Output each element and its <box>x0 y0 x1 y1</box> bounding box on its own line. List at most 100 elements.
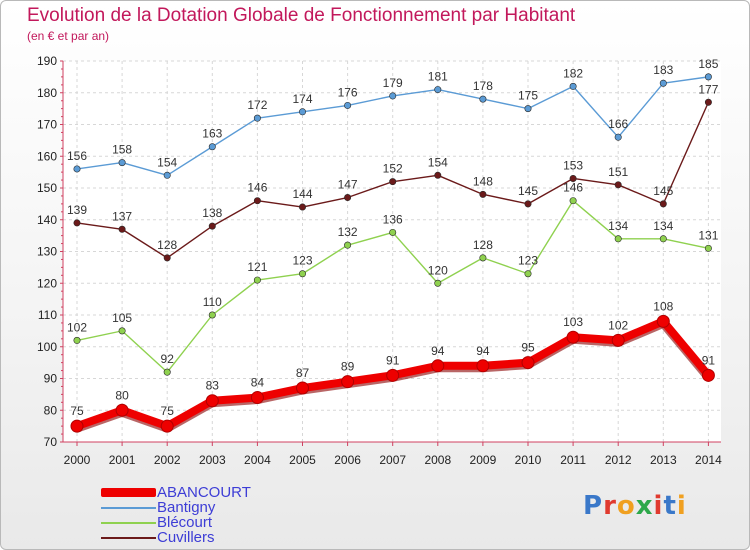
data-point-cuvillers <box>569 174 577 182</box>
data-label-abancourt: 94 <box>431 344 445 358</box>
data-point-bantigny <box>344 101 352 109</box>
data-point-cuvillers <box>389 178 397 186</box>
logo-letter: i <box>653 491 664 521</box>
data-point-bantigny <box>298 108 306 116</box>
data-point-abancourt <box>566 330 580 344</box>
data-point-blecourt <box>344 241 352 249</box>
data-label-blecourt: 131 <box>698 228 718 242</box>
y-tick-label: 120 <box>37 276 57 290</box>
data-point-bantigny <box>659 79 667 87</box>
legend-swatch-abancourt <box>101 488 156 497</box>
data-point-cuvillers <box>614 181 622 189</box>
data-label-abancourt: 87 <box>296 366 310 380</box>
data-label-abancourt: 89 <box>341 360 355 374</box>
x-tick-label: 2006 <box>334 453 361 467</box>
data-point-abancourt <box>296 381 309 395</box>
y-tick-label: 70 <box>44 435 58 449</box>
data-label-bantigny: 156 <box>67 149 87 163</box>
data-point-cuvillers <box>253 197 261 205</box>
data-label-blecourt: 128 <box>473 238 493 252</box>
data-point-blecourt <box>704 244 712 252</box>
data-point-cuvillers <box>524 200 532 208</box>
y-tick-label: 160 <box>37 149 57 163</box>
x-tick-label: 2011 <box>560 453 586 467</box>
data-point-blecourt <box>479 254 487 262</box>
legend-swatch-blecourt <box>101 522 156 524</box>
data-point-blecourt <box>524 270 532 278</box>
data-label-abancourt: 75 <box>161 404 175 418</box>
data-label-bantigny: 154 <box>157 155 177 169</box>
data-point-bantigny <box>704 73 712 81</box>
data-label-bantigny: 163 <box>202 127 222 141</box>
data-label-cuvillers: 153 <box>563 158 583 172</box>
data-point-abancourt <box>205 394 219 408</box>
data-point-abancourt <box>476 359 490 373</box>
data-label-blecourt: 123 <box>518 254 538 268</box>
legend-label-abancourt: ABANCOURT <box>157 484 251 501</box>
data-point-cuvillers <box>118 225 126 233</box>
data-label-blecourt: 92 <box>161 352 175 366</box>
data-label-blecourt: 134 <box>653 219 673 233</box>
data-label-abancourt: 94 <box>476 344 490 358</box>
data-point-bantigny <box>524 105 532 113</box>
logo-letter: r <box>603 491 617 521</box>
data-label-abancourt: 84 <box>251 376 265 390</box>
data-label-blecourt: 120 <box>428 263 448 277</box>
chart-title: Evolution de la Dotation Globale de Fonc… <box>27 5 576 26</box>
x-tick-label: 2010 <box>515 453 542 467</box>
y-tick-label: 80 <box>44 403 58 417</box>
data-label-abancourt: 91 <box>386 353 400 367</box>
data-label-cuvillers: 139 <box>67 203 87 217</box>
y-tick-label: 140 <box>37 213 57 227</box>
data-point-bantigny <box>163 171 171 179</box>
x-tick-label: 2013 <box>650 453 677 467</box>
y-tick-label: 130 <box>37 245 57 259</box>
data-label-blecourt: 146 <box>563 181 583 195</box>
logo-letter: P <box>583 491 604 521</box>
data-label-cuvillers: 152 <box>383 162 403 176</box>
data-label-bantigny: 179 <box>383 76 403 90</box>
data-point-cuvillers <box>704 98 712 106</box>
data-point-bantigny <box>614 133 622 141</box>
data-point-cuvillers <box>298 203 306 211</box>
data-label-cuvillers: 146 <box>247 181 267 195</box>
y-tick-label: 100 <box>37 340 57 354</box>
data-label-abancourt: 95 <box>521 341 535 355</box>
data-label-blecourt: 134 <box>608 219 628 233</box>
data-point-bantigny <box>208 143 216 151</box>
data-label-bantigny: 158 <box>112 143 132 157</box>
data-point-blecourt <box>253 276 261 284</box>
y-tick-label: 180 <box>37 86 57 100</box>
data-label-bantigny: 174 <box>292 92 312 106</box>
data-point-abancourt <box>431 359 445 373</box>
data-label-abancourt: 108 <box>653 299 673 313</box>
data-label-blecourt: 121 <box>247 260 267 274</box>
x-tick-label: 2002 <box>154 453 181 467</box>
data-point-abancourt <box>341 375 355 389</box>
data-label-abancourt: 75 <box>70 404 84 418</box>
data-label-blecourt: 136 <box>383 212 403 226</box>
x-tick-label: 2009 <box>470 453 497 467</box>
y-tick-label: 170 <box>37 118 57 132</box>
data-point-abancourt <box>386 368 400 382</box>
logo-letter: x <box>635 491 654 521</box>
legend-swatch-cuvillers <box>101 537 156 539</box>
x-tick-label: 2007 <box>379 453 406 467</box>
data-point-bantigny <box>434 86 442 94</box>
data-point-abancourt <box>160 419 174 433</box>
data-point-abancourt <box>250 391 264 405</box>
logo-letter: i <box>676 491 687 521</box>
data-label-blecourt: 110 <box>203 295 222 309</box>
data-point-bantigny <box>569 82 577 90</box>
data-label-blecourt: 105 <box>112 311 132 325</box>
x-tick-label: 2004 <box>244 453 271 467</box>
data-point-blecourt <box>118 327 126 335</box>
data-point-blecourt <box>208 311 216 319</box>
data-label-cuvillers: 137 <box>112 209 132 223</box>
data-label-cuvillers: 145 <box>653 184 673 198</box>
data-point-blecourt <box>298 270 306 278</box>
y-tick-label: 110 <box>38 308 57 322</box>
data-label-bantigny: 183 <box>653 63 673 77</box>
data-point-blecourt <box>434 279 442 287</box>
